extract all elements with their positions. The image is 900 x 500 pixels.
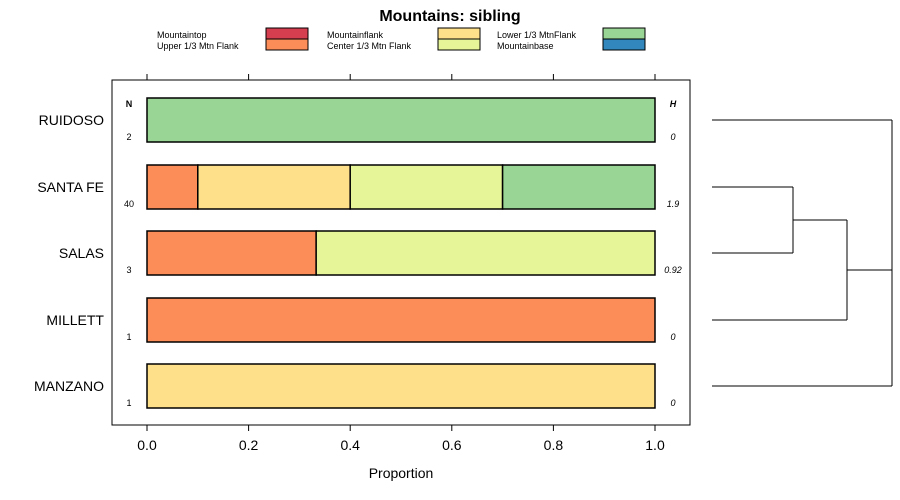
legend-swatch-mountaintop	[265, 27, 309, 40]
legend-label-mountaintop: Mountaintop	[157, 30, 207, 40]
x-tick-label: 0.4	[340, 437, 360, 453]
legend-label-lower-1-3-mtnflank: Lower 1/3 MtnFlank	[497, 30, 577, 40]
row-label-ruidoso: RUIDOSO	[39, 112, 104, 128]
bar-segment-santa-fe-center-1-3-mtn-flank	[349, 164, 504, 210]
n-value-ruidoso: 2	[126, 132, 131, 142]
h-value-millett: 0	[670, 332, 675, 342]
row-label-millett: MILLETT	[46, 312, 104, 328]
row-label-manzano: MANZANO	[34, 378, 104, 394]
x-axis: 0.0 0.2 0.4 0.6 0.8 1.0	[137, 74, 665, 453]
bar-segment-millett-upper-1-3-mtn-flank	[146, 297, 656, 343]
n-value-santa-fe: 40	[124, 199, 134, 209]
legend-label-mountainflank: Mountainflank	[327, 30, 384, 40]
x-tick-label: 0.2	[239, 437, 259, 453]
h-value-santa-fe: 1.9	[667, 199, 680, 209]
bar-segment-santa-fe-mountainflank	[197, 164, 351, 210]
legend-swatch-upper-1-3-mtn-flank	[265, 38, 309, 51]
bar-segment-santa-fe-lower-1-3-mtnflank	[501, 164, 656, 210]
bars: RUIDOSO 2 0 SANTA FE 40 1.9 SALAS 3 0.92 MILLETT 1…	[34, 97, 682, 409]
dendrogram	[712, 119, 893, 387]
x-axis-label: Proportion	[369, 465, 434, 481]
row-label-salas: SALAS	[59, 245, 104, 261]
n-value-salas: 3	[126, 265, 131, 275]
legend-swatch-lower-1-3-mtnflank	[602, 27, 646, 40]
n-column-header: N	[126, 99, 133, 109]
plot-frame	[111, 79, 691, 426]
legend-label-center-1-3-mtn-flank: Center 1/3 Mtn Flank	[327, 41, 412, 51]
bar-segment-manzano-mountainflank	[146, 363, 656, 409]
bar-segment-ruidoso-lower-1-3-mtnflank	[146, 97, 656, 143]
n-value-millett: 1	[126, 332, 131, 342]
row-label-santa-fe: SANTA FE	[37, 179, 104, 195]
legend-label-mountainbase: Mountainbase	[497, 41, 554, 51]
legend-label-upper-1-3-mtn-flank: Upper 1/3 Mtn Flank	[157, 41, 239, 51]
legend-swatch-mountainbase	[602, 38, 646, 51]
bar-segment-salas-center-1-3-mtn-flank	[315, 230, 656, 276]
n-value-manzano: 1	[126, 398, 131, 408]
bar-segment-santa-fe-upper-1-3-mtn-flank	[146, 164, 199, 210]
bar-segment-salas-upper-1-3-mtn-flank	[146, 230, 317, 276]
legend-swatch-center-1-3-mtn-flank	[437, 38, 481, 51]
h-value-salas: 0.92	[664, 265, 682, 275]
x-tick-label: 0.6	[442, 437, 462, 453]
h-value-ruidoso: 0	[670, 132, 675, 142]
h-value-manzano: 0	[670, 398, 675, 408]
x-tick-label: 0.0	[137, 437, 157, 453]
chart-title: Mountains: sibling	[379, 8, 520, 25]
x-tick-label: 0.8	[544, 437, 564, 453]
x-tick-label: 1.0	[645, 437, 665, 453]
legend-swatch-mountainflank	[437, 27, 481, 40]
h-column-header: H	[670, 99, 677, 109]
